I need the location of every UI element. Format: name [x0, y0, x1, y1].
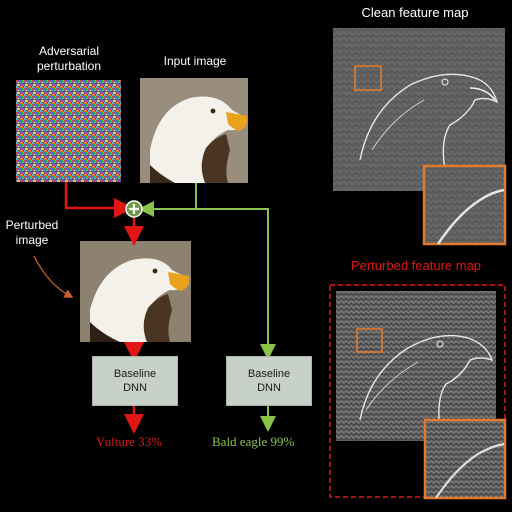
- baseline-dnn-left-box: Baseline DNN: [92, 356, 178, 406]
- result-vulture: Vulture 33%: [96, 434, 163, 449]
- plus-node-icon: [125, 200, 143, 218]
- perturbed-feature-map-group: [329, 284, 507, 500]
- label-clean-feature-map: Clean feature map: [361, 5, 469, 20]
- input-eagle-image: [140, 78, 248, 183]
- result-bald-eagle: Bald eagle 99%: [212, 434, 295, 449]
- label-perturbed-image: Perturbed image: [5, 218, 59, 247]
- baseline-dnn-right-box: Baseline DNN: [226, 356, 312, 406]
- clean-feature-map-image: [333, 28, 507, 246]
- label-input-image: Input image: [163, 54, 227, 68]
- label-adversarial-perturbation: Adversarial perturbation: [36, 44, 102, 73]
- adversarial-perturbation-image: [16, 80, 121, 182]
- label-perturbed-feature-map: Perturbed feature map: [350, 258, 482, 273]
- perturbed-eagle-image: [80, 241, 191, 342]
